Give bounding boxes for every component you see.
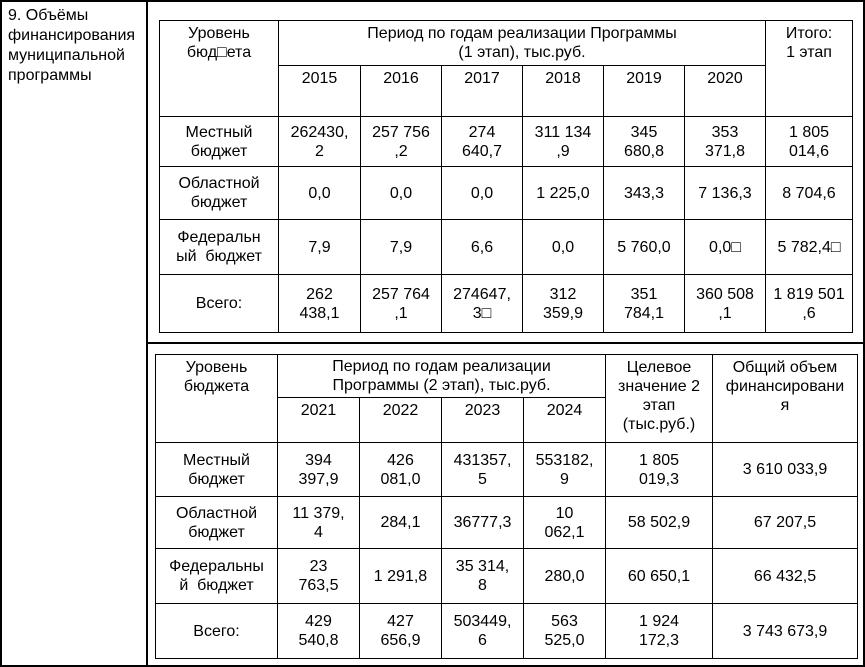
value-cell: 1 225,0	[522, 166, 604, 220]
t2-year-header: 2022	[359, 397, 442, 443]
value-cell: 35 314, 8	[441, 548, 524, 604]
section-label: 9. Объёмы финансирования муниципальной п…	[8, 7, 136, 84]
value-cell: 6,6	[441, 219, 523, 275]
t1-year-header: 2017	[441, 65, 523, 117]
table-row: Уровень бюд□ета Период по годам реализац…	[159, 20, 853, 117]
value-cell: 427 656,9	[359, 603, 442, 659]
t1-period-header: Период по годам реализации Программы (1 …	[278, 20, 766, 66]
value-cell: 58 502,9	[605, 496, 713, 549]
t2-level-header: Уровень бюджета	[155, 354, 278, 443]
value-cell: 23 763,5	[277, 548, 360, 604]
t2-year-header: 2024	[523, 397, 606, 443]
t1-year-header: 2015	[278, 65, 361, 117]
value-cell: 66 432,5	[712, 548, 858, 604]
table-row: 2021 2022 2023 2024	[156, 397, 858, 443]
value-cell: 7,9	[360, 219, 442, 275]
value-cell: 3 610 033,9	[712, 442, 858, 497]
stage1-block: Уровень бюд□ета Период по годам реализац…	[148, 2, 863, 344]
value-cell: 351 784,1	[603, 274, 685, 333]
value-cell: 11 379, 4	[277, 496, 360, 549]
value-cell: 343,3	[603, 166, 685, 220]
stage2-block: Уровень бюджета Период по годам реализац…	[148, 344, 863, 665]
table-row: Федеральн ый бюджет 7,9 7,9 6,6 0,0 5 76…	[159, 219, 853, 275]
value-cell: 353 371,8	[684, 116, 766, 167]
value-cell: 8 704,6	[765, 166, 853, 220]
value-cell: 284,1	[359, 496, 442, 549]
table-row: Всего: 262 438,1 257 764 ,1 274647, 3□ 3…	[159, 274, 853, 333]
t2-row-label: Местный бюджет	[155, 442, 278, 497]
t1-level-header: Уровень бюд□ета	[159, 20, 279, 117]
t1-row-label: Областной бюджет	[159, 166, 279, 220]
t2-period-header: Период по годам реализации Программы (2 …	[277, 354, 606, 398]
t1-row-label: Всего:	[159, 274, 279, 333]
stage1-table: Уровень бюд□ета Период по годам реализац…	[159, 20, 853, 333]
t1-year-header: 2019	[603, 65, 685, 117]
t2-row-label: Федеральны й бюджет	[155, 548, 278, 604]
value-cell: 0,0	[360, 166, 442, 220]
table-row: Местный бюджет 262430, 2 257 756 ,2 274 …	[159, 116, 853, 167]
content-cell: Уровень бюд□ета Период по годам реализац…	[148, 2, 863, 665]
value-cell: 426 081,0	[359, 442, 442, 497]
value-cell: 7,9	[278, 219, 361, 275]
value-cell: 262 438,1	[278, 274, 361, 333]
value-cell: 394 397,9	[277, 442, 360, 497]
value-cell: 312 359,9	[522, 274, 604, 333]
value-cell: 3 743 673,9	[712, 603, 858, 659]
value-cell: 345 680,8	[603, 116, 685, 167]
table-row: Всего: 429 540,8 427 656,9 503449, 6 563…	[155, 603, 858, 659]
program-label-cell: 9. Объёмы финансирования муниципальной п…	[2, 2, 148, 665]
t2-target-header: Целевое значение 2 этап (тыс.руб.)	[605, 354, 713, 443]
value-cell: 1 819 501 ,6	[765, 274, 853, 333]
t2-row-label: Всего:	[155, 603, 278, 659]
value-cell: 431357, 5	[441, 442, 524, 497]
value-cell: 1 291,8	[359, 548, 442, 604]
t1-year-header: 2016	[360, 65, 442, 117]
t2-row-label: Областной бюджет	[155, 496, 278, 549]
value-cell: 36777,3	[441, 496, 524, 549]
value-cell: 311 134 ,9	[522, 116, 604, 167]
table-row: Уровень бюджета Период по годам реализац…	[155, 354, 858, 443]
value-cell: 257 756 ,2	[360, 116, 442, 167]
value-cell: 0,0□	[684, 219, 766, 275]
t1-row-label: Местный бюджет	[159, 116, 279, 167]
value-cell: 563 525,0	[523, 603, 606, 659]
value-cell: 262430, 2	[278, 116, 361, 167]
value-cell: 1 805 019,3	[605, 442, 713, 497]
value-cell: 1 805 014,6	[765, 116, 853, 167]
value-cell: 5 760,0	[603, 219, 685, 275]
value-cell: 0,0	[522, 219, 604, 275]
value-cell: 280,0	[523, 548, 606, 604]
t1-total-header: Итого: 1 этап	[765, 20, 853, 117]
t1-year-header: 2018	[522, 65, 604, 117]
value-cell: 274647, 3□	[441, 274, 523, 333]
t2-year-header: 2021	[277, 397, 360, 443]
value-cell: 10 062,1	[523, 496, 606, 549]
value-cell: 274 640,7	[441, 116, 523, 167]
value-cell: 360 508 ,1	[684, 274, 766, 333]
value-cell: 429 540,8	[277, 603, 360, 659]
table-row: 2015 2016 2017 2018 2019 2020	[160, 65, 853, 117]
value-cell: 67 207,5	[712, 496, 858, 549]
value-cell: 1 924 172,3	[605, 603, 713, 659]
value-cell: 0,0	[441, 166, 523, 220]
table-row: Областной бюджет 11 379, 4 284,1 36777,3…	[155, 496, 858, 549]
value-cell: 0,0	[278, 166, 361, 220]
table-row: Федеральны й бюджет 23 763,5 1 291,8 35 …	[155, 548, 858, 604]
value-cell: 503449, 6	[441, 603, 524, 659]
table-row: Областной бюджет 0,0 0,0 0,0 1 225,0 343…	[159, 166, 853, 220]
t2-total-header: Общий объем финансировани я	[712, 354, 858, 443]
value-cell: 257 764 ,1	[360, 274, 442, 333]
stage2-table: Уровень бюджета Период по годам реализац…	[155, 354, 858, 659]
value-cell: 5 782,4□	[765, 219, 853, 275]
value-cell: 60 650,1	[605, 548, 713, 604]
t2-year-header: 2023	[441, 397, 524, 443]
t1-row-label: Федеральн ый бюджет	[159, 219, 279, 275]
t1-year-header: 2020	[684, 65, 766, 117]
value-cell: 7 136,3	[684, 166, 766, 220]
value-cell: 553182, 9	[523, 442, 606, 497]
table-row: Местный бюджет 394 397,9 426 081,0 43135…	[155, 442, 858, 497]
